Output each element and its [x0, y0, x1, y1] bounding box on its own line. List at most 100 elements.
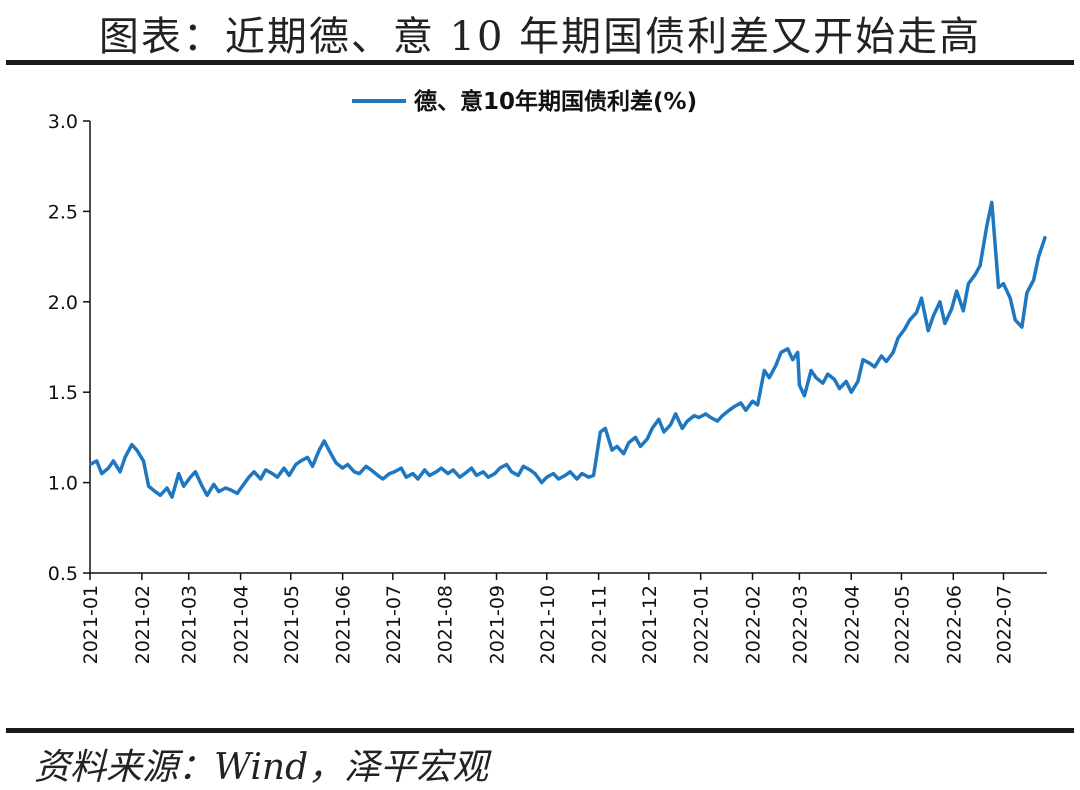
- data-point: [306, 456, 309, 459]
- series-line: [89, 200, 1047, 499]
- data-point: [377, 474, 379, 477]
- x-tick-label: 2022-04: [841, 585, 863, 664]
- data-point: [236, 492, 238, 495]
- data-point: [311, 465, 314, 468]
- data-point: [1009, 297, 1011, 299]
- data-point: [592, 474, 595, 477]
- data-point: [370, 469, 372, 471]
- line-chart: 德、意10年期国债利差(%) 0.5 1.0 1.5 2.0 2.5 3.0 2021-0…: [48, 88, 1047, 664]
- data-point: [475, 474, 478, 477]
- data-point: [581, 472, 583, 475]
- data-point: [171, 496, 173, 498]
- x-tick-label: 2022-05: [891, 585, 913, 664]
- data-point: [166, 487, 168, 489]
- x-tick-label: 2021-11: [589, 585, 611, 664]
- x-tick-label: 2021-09: [487, 585, 509, 664]
- data-point: [358, 472, 361, 475]
- data-point: [733, 405, 735, 408]
- data-point: [494, 472, 496, 475]
- y-tick-label: 1.5: [48, 382, 78, 404]
- data-point: [1014, 319, 1016, 321]
- data-point: [803, 395, 806, 397]
- data-point: [693, 414, 695, 417]
- data-point: [201, 485, 203, 488]
- data-point: [827, 373, 829, 375]
- data-point: [639, 445, 642, 448]
- data-point: [288, 474, 290, 477]
- data-point: [95, 460, 98, 462]
- source-note: 资料来源：Wind，泽平宏观: [34, 747, 489, 788]
- data-point: [564, 474, 566, 477]
- data-point: [622, 452, 625, 455]
- data-point: [330, 452, 332, 455]
- data-point: [986, 225, 988, 227]
- data-point: [927, 329, 929, 332]
- data-point: [932, 315, 934, 318]
- data-point: [904, 328, 906, 330]
- data-point: [540, 481, 543, 484]
- data-point: [124, 456, 126, 459]
- data-point: [388, 472, 391, 475]
- data-point: [341, 467, 344, 469]
- data-point: [651, 427, 653, 430]
- y-tick-label: 1.0: [48, 473, 78, 495]
- data-point: [845, 380, 847, 383]
- data-point: [440, 467, 443, 469]
- data-point: [447, 472, 449, 475]
- data-point: [271, 472, 274, 475]
- data-point: [868, 362, 871, 365]
- data-point: [177, 472, 180, 475]
- data-point: [253, 471, 255, 473]
- data-point: [698, 416, 700, 419]
- data-point: [147, 485, 150, 488]
- data-point: [1026, 292, 1028, 294]
- page-title: 图表：近期德、意 10 年期国债利差又开始走高: [98, 14, 982, 60]
- data-point: [131, 443, 133, 446]
- y-tick-label: 2.5: [48, 201, 78, 223]
- chart-legend: 德、意10年期国债利差(%): [352, 88, 697, 115]
- data-point: [728, 409, 730, 412]
- data-point: [107, 467, 110, 469]
- data-point: [587, 476, 590, 479]
- data-point: [1032, 279, 1035, 281]
- data-point: [955, 290, 958, 292]
- data-point: [522, 465, 525, 468]
- data-point: [885, 360, 888, 363]
- data-point: [646, 438, 648, 441]
- data-point: [400, 467, 403, 469]
- data-point: [264, 469, 267, 471]
- data-point: [464, 472, 466, 475]
- data-point: [979, 264, 981, 267]
- data-point: [1037, 255, 1040, 258]
- data-point: [136, 449, 138, 451]
- data-point: [669, 423, 672, 426]
- data-point: [944, 322, 946, 325]
- data-point: [213, 483, 215, 486]
- data-point: [880, 355, 883, 357]
- data-point: [194, 471, 197, 473]
- data-point: [1002, 282, 1005, 285]
- x-tick-label: 2021-05: [281, 585, 303, 664]
- x-tick-label: 2021-02: [132, 585, 154, 664]
- data-point: [224, 487, 227, 489]
- data-point: [709, 416, 712, 419]
- data-point: [218, 490, 220, 493]
- data-point: [295, 463, 297, 466]
- data-point: [89, 463, 91, 466]
- data-point: [810, 369, 812, 372]
- data-point: [300, 460, 302, 462]
- data-point: [534, 472, 536, 475]
- data-point: [791, 358, 794, 361]
- data-point: [159, 494, 162, 497]
- x-tick-label: 2021-07: [383, 585, 405, 664]
- data-point: [353, 471, 356, 473]
- y-tick-label: 0.5: [48, 563, 78, 585]
- legend-label: 德、意10年期国债利差(%): [414, 88, 697, 115]
- data-point: [546, 476, 548, 479]
- data-point: [658, 418, 660, 421]
- data-point: [189, 476, 192, 479]
- data-point: [505, 463, 508, 466]
- data-point: [775, 364, 777, 366]
- chart-series: [89, 200, 1047, 499]
- data-point: [909, 319, 911, 321]
